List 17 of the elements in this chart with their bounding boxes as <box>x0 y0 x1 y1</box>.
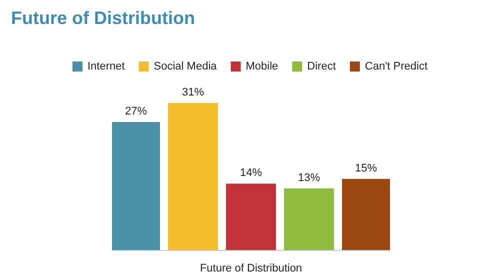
data-label: 14% <box>240 167 262 180</box>
legend-label: Direct <box>307 60 336 72</box>
data-label: 13% <box>298 172 320 184</box>
bar <box>342 178 390 250</box>
bar <box>168 102 218 250</box>
legend-label: Can't Predict <box>364 60 428 72</box>
bar <box>284 188 334 250</box>
data-label: 15% <box>354 162 378 174</box>
chart-title: Future of Distribution <box>11 8 195 28</box>
data-label: 27% <box>124 105 148 118</box>
legend-label: Mobile <box>246 60 278 72</box>
legend-label: Social Media <box>154 60 218 72</box>
bar <box>226 184 276 250</box>
legend-label: Internet <box>87 60 125 72</box>
x-axis-title: Future of Distribution <box>200 262 302 274</box>
bar <box>112 122 160 250</box>
data-label: 31% <box>182 86 204 98</box>
